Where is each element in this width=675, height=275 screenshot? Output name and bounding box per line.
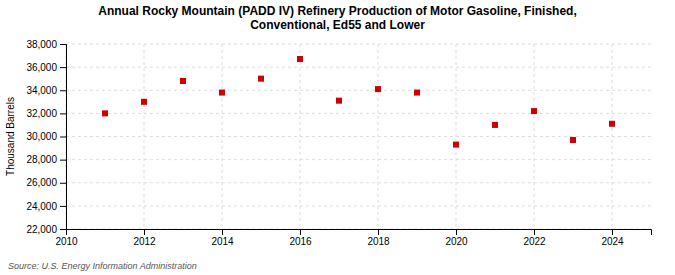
tick-mark [456, 229, 457, 235]
tick: 2010 [55, 229, 78, 247]
tick-label: 32,000 [26, 108, 57, 119]
points [102, 56, 615, 148]
grid-line-x [534, 44, 535, 229]
grid-line-x [300, 44, 301, 229]
tick: 2022 [523, 229, 546, 247]
grid-line-x [456, 44, 457, 229]
point [570, 137, 576, 143]
tick-mark [222, 229, 223, 235]
tick-label: 36,000 [26, 62, 57, 73]
tick-label: 2018 [367, 236, 390, 247]
tick-label: 2020 [445, 236, 468, 247]
grid-line-y [66, 67, 651, 68]
grid-line-y [66, 205, 651, 206]
tick-label: 2024 [601, 236, 624, 247]
tick-mark [60, 137, 66, 138]
tick-mark [60, 67, 66, 68]
tick-mark [60, 113, 66, 114]
point [414, 90, 420, 96]
tick-mark [60, 183, 66, 184]
tick-mark [144, 229, 145, 235]
grid-line-x [612, 44, 613, 229]
x-axis: 2010 2012 2014 2016 2018 2020 2022 2024 [55, 229, 651, 247]
grid-line-y [66, 136, 651, 137]
tick-mark [60, 90, 66, 91]
tick: 2012 [133, 229, 156, 247]
point [531, 108, 537, 114]
grid [66, 44, 651, 229]
tick: 26,000 [26, 177, 66, 188]
grid-line-y [66, 113, 651, 114]
y-axis-label: Thousand Barrels [5, 97, 16, 176]
title: Annual Rocky Mountain (PADD IV) Refinery… [98, 4, 576, 32]
chart: 2010 2012 2014 2016 2018 2020 2022 2024 22,000 24… [0, 0, 675, 275]
tick-mark [378, 229, 379, 235]
tick-label: 26,000 [26, 177, 57, 188]
tick-label: 2016 [289, 236, 312, 247]
source-note: Source: U.S. Energy Information Administ… [8, 261, 197, 271]
tick: 30,000 [26, 131, 66, 142]
tick-label: 38,000 [26, 39, 57, 50]
point [375, 86, 381, 92]
tick: 2020 [445, 229, 468, 247]
grid-line-x [222, 44, 223, 229]
point [102, 110, 108, 116]
grid-line-y [66, 44, 651, 45]
tick: 38,000 [26, 39, 66, 50]
point [492, 122, 498, 128]
tick-label: 2012 [133, 236, 156, 247]
point [141, 99, 147, 105]
point [219, 90, 225, 96]
tick-label: 2022 [523, 236, 546, 247]
tick-mark [60, 44, 66, 45]
tick: 2024 [601, 229, 624, 247]
point [336, 98, 342, 104]
grid-line-x [378, 44, 379, 229]
axis-line [60, 45, 67, 230]
tick: 2018 [367, 229, 390, 247]
tick: 36,000 [26, 62, 66, 73]
tick: 2016 [289, 229, 312, 247]
point [258, 76, 264, 82]
grid-line-y [66, 90, 651, 91]
point [453, 142, 459, 148]
grid-line-y [66, 182, 651, 183]
tick-mark [60, 229, 66, 230]
tick-mark [60, 206, 66, 207]
tick-mark [300, 229, 301, 235]
tick-label: 24,000 [26, 201, 57, 212]
tick: 22,000 [26, 224, 66, 235]
tick: 28,000 [26, 154, 66, 165]
tick: 24,000 [26, 201, 66, 212]
tick-label: 34,000 [26, 85, 57, 96]
point [297, 56, 303, 62]
tick-label: 28,000 [26, 154, 57, 165]
grid-line-y [66, 159, 651, 160]
point [609, 121, 615, 127]
tick-label: 2014 [211, 236, 234, 247]
tick-label: 30,000 [26, 131, 57, 142]
tick-label: 22,000 [26, 224, 57, 235]
tick-mark [612, 229, 613, 235]
axis-line [67, 230, 652, 236]
grid-line-x [144, 44, 145, 229]
tick-mark [534, 229, 535, 235]
plot-area: 2010 2012 2014 2016 2018 2020 2022 2024 22,000 24… [26, 39, 651, 247]
tick: 2014 [211, 229, 234, 247]
y-axis: 22,000 24,000 26,000 28,000 30,000 32,000 34,0… [26, 39, 66, 235]
tick-label: 2010 [55, 236, 78, 247]
point [180, 78, 186, 84]
tick: 34,000 [26, 85, 66, 96]
tick: 32,000 [26, 108, 66, 119]
tick-mark [60, 160, 66, 161]
